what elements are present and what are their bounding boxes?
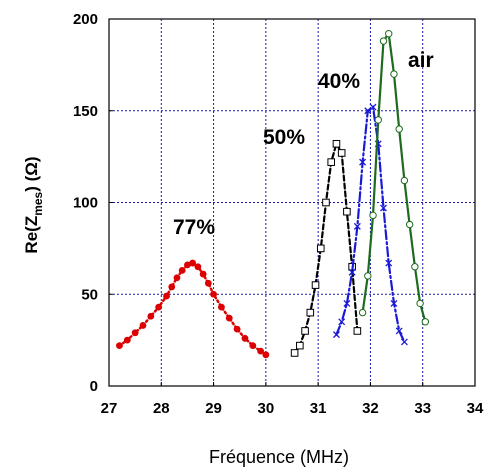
x-tick-label: 28: [153, 400, 170, 417]
y-axis-title: Re(Zmes) (Ω): [22, 156, 45, 253]
annotation-40: 40%: [318, 70, 360, 93]
data-point: [249, 342, 257, 350]
x-tick-label: 31: [310, 400, 327, 417]
data-point: [322, 198, 330, 207]
data-point: [210, 290, 217, 298]
data-point: [405, 220, 414, 229]
data-point: [311, 281, 320, 289]
data-point: [225, 314, 233, 322]
data-point: [116, 342, 123, 350]
data-point: [364, 272, 372, 280]
data-point: [343, 207, 351, 216]
data-point: [218, 303, 225, 311]
data-point: [353, 222, 361, 230]
x-tick-label: 32: [362, 400, 379, 417]
data-point: [374, 116, 382, 124]
data-point: [411, 263, 419, 271]
data-point: [400, 338, 408, 346]
data-point: [199, 270, 207, 278]
data-point: [147, 312, 155, 320]
grid-layer: [109, 19, 475, 386]
data-point: [327, 158, 336, 166]
y-tick-label: 0: [90, 378, 98, 395]
series-0: [116, 259, 270, 359]
data-point: [296, 341, 304, 350]
data-point: [189, 259, 197, 267]
data-point: [163, 292, 170, 300]
series-2: [332, 103, 408, 346]
series-layer: [116, 29, 430, 359]
series-line: [293, 140, 359, 355]
data-point: [262, 351, 270, 359]
data-point: [359, 158, 367, 166]
tick-layer: 27 28 29 30 31 32 33 34 0 50 100 150 200: [73, 11, 484, 417]
data-point: [131, 329, 139, 337]
data-point: [241, 334, 249, 342]
data-point: [343, 299, 351, 307]
data-point: [395, 327, 403, 335]
data-point: [194, 263, 202, 271]
data-point: [369, 103, 377, 111]
data-point: [385, 29, 393, 38]
y-tick-label: 50: [81, 286, 98, 303]
data-point: [337, 149, 346, 157]
data-point: [332, 139, 341, 148]
data-point: [290, 349, 299, 357]
data-point: [390, 299, 398, 307]
x-tick-label: 33: [414, 400, 431, 417]
data-point: [395, 125, 403, 133]
data-point: [390, 70, 398, 78]
data-point: [257, 347, 265, 355]
data-point: [385, 259, 393, 267]
data-point: [184, 261, 191, 269]
data-point: [178, 266, 186, 274]
data-point: [301, 327, 309, 335]
y-tick-label: 100: [73, 195, 98, 212]
data-point: [369, 211, 377, 220]
y-axis-title-tail: ) (Ω): [22, 156, 41, 191]
data-point: [400, 176, 409, 185]
data-point: [306, 308, 315, 317]
annotation-50: 50%: [263, 126, 305, 149]
data-point: [338, 318, 346, 326]
data-point: [173, 274, 181, 282]
data-point: [204, 279, 212, 287]
plot-frame: [108, 18, 476, 387]
x-tick-label: 34: [467, 400, 484, 417]
data-point: [168, 283, 176, 291]
data-point: [380, 204, 387, 212]
data-point: [353, 327, 362, 335]
data-point: [123, 336, 131, 344]
y-axis-title-main: Re(Z: [22, 216, 41, 254]
data-point: [416, 299, 424, 308]
x-tick-label: 30: [258, 400, 275, 417]
data-point: [233, 325, 241, 333]
x-tick-label: 29: [205, 400, 222, 417]
data-point: [379, 37, 388, 45]
x-axis-title: Fréquence (MHz): [209, 447, 349, 467]
data-point: [348, 268, 356, 276]
series-3: [358, 29, 430, 326]
data-point: [316, 244, 325, 253]
data-point: [155, 303, 163, 311]
annotation-77: 77%: [173, 216, 215, 239]
y-tick-label: 150: [73, 103, 98, 120]
data-point: [358, 308, 367, 317]
y-tick-label: 200: [73, 11, 98, 28]
annotation-air: air: [408, 49, 434, 72]
data-point: [421, 318, 430, 326]
x-tick-label: 27: [101, 400, 118, 417]
series-1: [290, 139, 362, 357]
data-point: [364, 107, 372, 115]
y-axis-title-sub: mes: [31, 191, 45, 215]
data-point: [139, 322, 147, 329]
data-point: [332, 331, 340, 339]
